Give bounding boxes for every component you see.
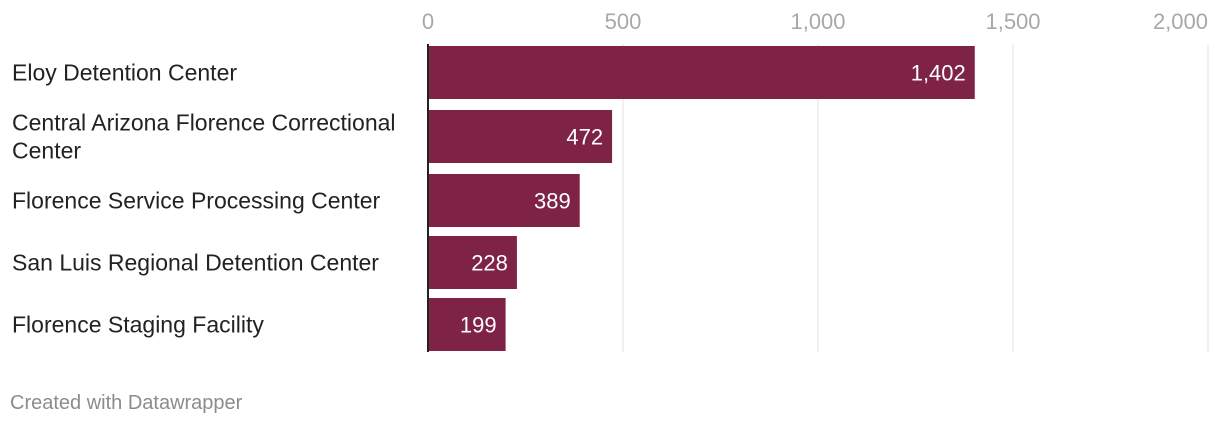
x-tick-label: 1,500: [985, 9, 1040, 34]
category-label: Eloy Detention Center: [12, 60, 237, 86]
x-tick-label: 500: [605, 9, 642, 34]
x-axis-ticks: 0 500 1,000 1,500 2,000: [422, 9, 1208, 34]
category-label: San Luis Regional Detention Center: [12, 250, 379, 276]
bars: 1,402 472 389 228 199: [428, 46, 975, 351]
bar-value-label: 389: [534, 189, 571, 214]
bar-value-label: 472: [566, 125, 603, 150]
bar: [428, 236, 517, 289]
category-labels: Eloy Detention Center Central Arizona Flo…: [12, 60, 396, 338]
bar: [428, 174, 580, 227]
bar-value-label: 1,402: [911, 61, 966, 86]
bar-value-label: 228: [471, 251, 508, 276]
x-tick-label: 1,000: [790, 9, 845, 34]
x-tick-label: 0: [422, 9, 434, 34]
bar: [428, 298, 506, 351]
category-label: Florence Service Processing Center: [12, 188, 380, 214]
x-tick-label: 2,000: [1153, 9, 1208, 34]
bar: [428, 110, 613, 163]
bar-value-label: 199: [460, 313, 497, 338]
category-label: Central Arizona Florence Correctional Cen…: [12, 110, 396, 164]
footer-credit: Created with Datawrapper: [10, 392, 243, 414]
category-label: Florence Staging Facility: [12, 312, 264, 338]
bar: [428, 46, 975, 99]
